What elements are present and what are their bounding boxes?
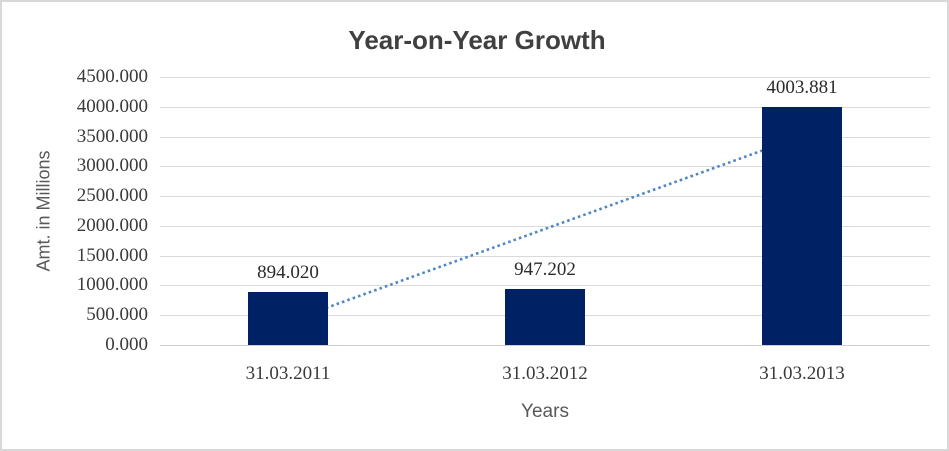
bar-data-label: 947.202: [514, 259, 576, 280]
y-tick-label: 4500.000: [76, 66, 148, 87]
x-tick-label: 31.03.2013: [759, 363, 845, 384]
x-axis-title: Years: [521, 401, 569, 422]
y-tick-label: 3500.000: [76, 126, 148, 147]
bar-31.03.2012: [505, 289, 585, 345]
bar-data-label: 4003.881: [766, 77, 838, 98]
y-tick-label: 3000.000: [76, 155, 148, 176]
y-tick-label: 1000.000: [76, 274, 148, 295]
chart-title: Year-on-Year Growth: [348, 25, 606, 55]
x-tick-label: 31.03.2012: [502, 363, 588, 384]
bar-31.03.2011: [248, 292, 328, 345]
y-tick-label: 2500.000: [76, 185, 148, 206]
bar-31.03.2013: [762, 107, 842, 345]
gridline: [160, 107, 930, 108]
y-tick-label: 0.000: [105, 334, 148, 355]
y-tick-label: 2000.000: [76, 215, 148, 236]
gridline: [160, 77, 930, 78]
bar-data-label: 894.020: [257, 262, 319, 283]
y-tick-label: 500.000: [86, 304, 148, 325]
x-tick-label: 31.03.2011: [245, 363, 331, 384]
y-tick-label: 4000.000: [76, 96, 148, 117]
y-tick-label: 1500.000: [76, 245, 148, 266]
